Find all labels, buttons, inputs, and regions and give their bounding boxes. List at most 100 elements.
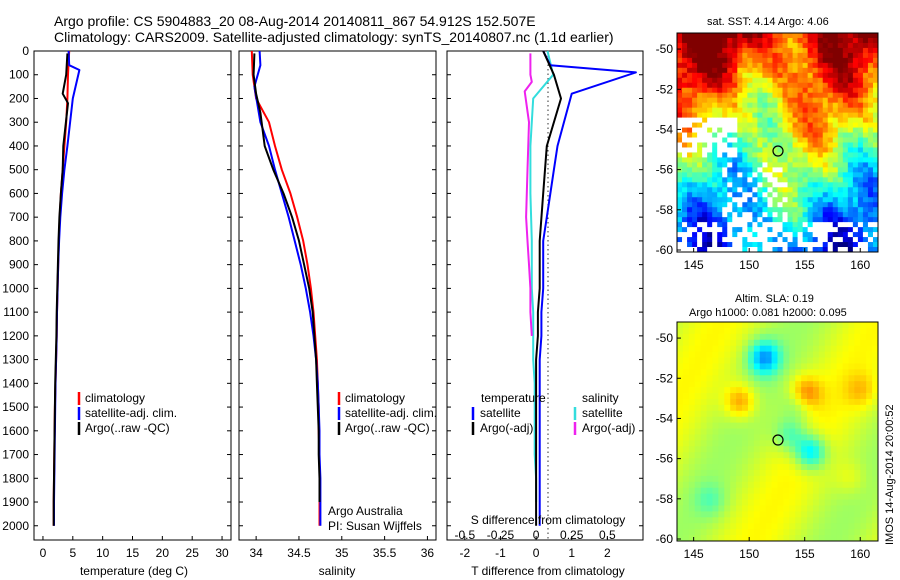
sla-pixel [812, 464, 820, 471]
sla-pixel [747, 529, 755, 536]
sst-pixel [852, 177, 859, 183]
sst-pixel [822, 112, 829, 119]
sst-pixel [722, 72, 728, 79]
sla-pixel [854, 393, 861, 400]
sla-pixel [848, 458, 855, 465]
s-tick-label: 0.25 [560, 528, 584, 542]
sst-pixel [697, 212, 703, 218]
sla-pixel [736, 387, 743, 394]
sla-pixel [818, 493, 826, 500]
sla-pixel [836, 493, 843, 500]
sst-pixel [857, 87, 864, 94]
sst-pixel [677, 187, 683, 193]
sla-pixel [682, 481, 690, 489]
sst-pixel [772, 112, 778, 119]
sst-pixel [702, 232, 708, 238]
sla-pixel [777, 416, 784, 424]
series-line-argo-raw-qc- [252, 53, 321, 502]
sla-pixel [854, 333, 861, 341]
sst-pixel [727, 102, 733, 109]
sst-pixel [842, 87, 849, 94]
sla-pixel [736, 351, 743, 358]
sla-pixel [706, 351, 713, 358]
sla-pixel [742, 487, 749, 495]
sst-pixel [682, 87, 688, 94]
sla-pixel [860, 428, 867, 435]
sst-pixel [872, 112, 879, 119]
sst-pixel [677, 197, 683, 203]
sst-pixel [702, 77, 708, 84]
sst-pixel [782, 227, 788, 233]
sst-pixel [702, 237, 708, 243]
sla-pixel [730, 458, 737, 465]
sla-pixel [688, 322, 696, 329]
sla-profile-marker [772, 434, 784, 446]
sla-pixel [771, 351, 778, 358]
sla-pixel [706, 398, 713, 406]
sla-pixel [742, 363, 749, 370]
sla-pixel [736, 404, 743, 412]
sla-pixel [795, 464, 802, 471]
sla-pixel [795, 493, 802, 500]
sla-pixel [706, 475, 713, 483]
sst-pixel [847, 107, 854, 114]
sst-pixel [762, 97, 768, 104]
sst-pixel [832, 77, 839, 84]
sla-pixel [688, 481, 696, 489]
sst-pixel [707, 242, 713, 248]
sst-pixel [792, 232, 799, 238]
sla-pixel [736, 434, 743, 441]
sla-pixel [706, 440, 713, 447]
sst-pixel [682, 67, 688, 74]
sla-pixel [866, 393, 873, 400]
sla-pixel [812, 499, 820, 506]
sla-pixel [718, 469, 725, 477]
sst-pixel [727, 217, 733, 223]
sst-pixel [697, 47, 703, 54]
sst-pixel [727, 232, 733, 238]
sla-pixel [706, 505, 713, 512]
sst-pixel [817, 82, 824, 89]
sst-pixel [792, 242, 799, 248]
sla-pixel [747, 422, 755, 429]
sla-pixel [753, 322, 761, 329]
sst-pixel [757, 72, 763, 79]
sla-pixel [753, 351, 761, 358]
sst-pixel [737, 67, 743, 74]
sst-pixel [727, 82, 733, 89]
sst-pixel [857, 212, 864, 218]
sst-pixel [717, 97, 723, 104]
sla-pixel [706, 481, 713, 489]
sst-pixel [767, 232, 773, 238]
sst-pixel [767, 187, 773, 193]
sst-pixel [827, 97, 834, 104]
sst-pixel [682, 237, 688, 243]
sla-pixel [860, 339, 867, 347]
sla-pixel [807, 511, 814, 518]
sla-pixel [742, 499, 749, 506]
sst-pixel [842, 237, 849, 243]
sla-pixel [718, 416, 725, 424]
sst-pixel [772, 187, 778, 193]
sst-pixel [867, 197, 874, 203]
sst-pixel [762, 232, 768, 238]
sst-pixel [717, 52, 723, 59]
sla-pixel [700, 452, 707, 459]
sst-pixel [742, 127, 748, 133]
sst-pixel [772, 142, 778, 148]
sst-pixel [757, 162, 763, 168]
sst-pixel [682, 107, 688, 114]
sla-pixel [783, 404, 790, 412]
sla-pixel [706, 322, 713, 329]
sst-pixel [792, 67, 799, 74]
sla-pixel [765, 517, 772, 524]
sst-pixel [797, 162, 804, 168]
sla-pixel [730, 481, 737, 489]
sla-pixel [872, 487, 879, 495]
sst-pixel [762, 242, 768, 248]
sst-pixel [762, 227, 768, 233]
sst-pixel [837, 52, 844, 59]
sst-pixel [862, 107, 869, 114]
sst-pixel [737, 92, 743, 99]
sla-pixel [718, 529, 725, 536]
